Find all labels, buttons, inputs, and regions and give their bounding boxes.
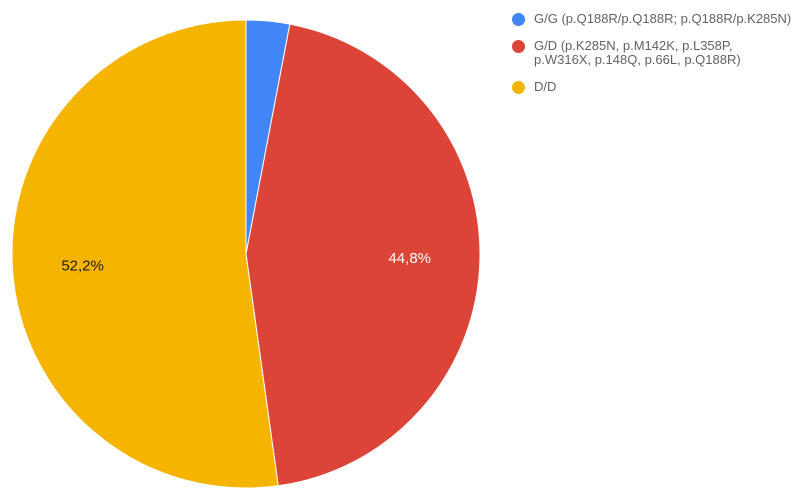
legend-swatch-dd xyxy=(512,81,525,94)
pie-slice-gd[interactable] xyxy=(245,23,481,487)
legend-item-gd[interactable]: G/D (p.K285N, p.M142K, p.L358P, p.W316X,… xyxy=(512,39,792,67)
legend-item-dd[interactable]: D/D xyxy=(512,80,792,94)
legend-label-dd: D/D xyxy=(534,79,557,94)
legend-swatch-gg xyxy=(512,13,525,26)
legend: G/G (p.Q188R/p.Q188R; p.Q188R/p.K285N) G… xyxy=(512,12,792,107)
legend-label-gg: G/G (p.Q188R/p.Q188R; p.Q188R/p.K285N) xyxy=(534,11,792,26)
legend-swatch-gd xyxy=(512,40,525,53)
legend-item-gg[interactable]: G/G (p.Q188R/p.Q188R; p.Q188R/p.K285N) xyxy=(512,12,792,26)
pie-slice-dd-label: 52,2% xyxy=(61,257,104,274)
legend-label-gd: G/D (p.K285N, p.M142K, p.L358P, p.W316X,… xyxy=(534,38,741,67)
pie-slice-dd[interactable] xyxy=(11,19,279,489)
pie-slice-gd-label: 44,8% xyxy=(388,250,431,267)
